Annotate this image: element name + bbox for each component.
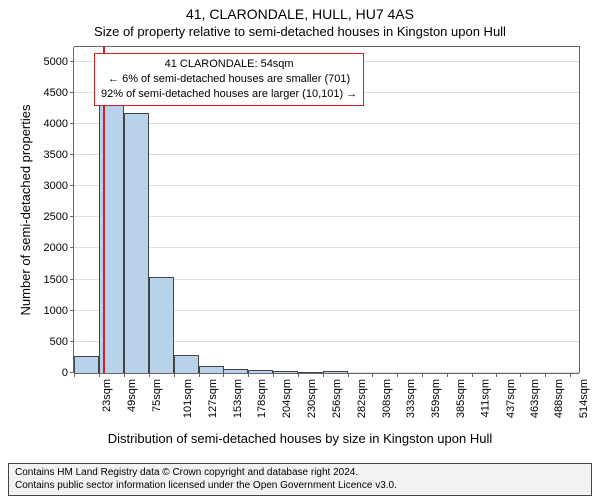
histogram-bar [149, 277, 174, 373]
histogram-bar [223, 369, 248, 373]
x-tick-label: 463sqm [530, 379, 542, 418]
y-tick-label: 0 [62, 367, 68, 379]
histogram-bar [323, 371, 348, 373]
x-tick-label: 204sqm [281, 379, 293, 418]
y-tick-label: 500 [50, 336, 68, 348]
x-tick-label: 230sqm [306, 379, 318, 418]
y-tick-label: 1000 [44, 305, 68, 317]
x-tick-label: 178sqm [256, 379, 268, 418]
histogram-bar [124, 113, 149, 373]
x-tick-label: 127sqm [207, 379, 219, 418]
histogram-bar [298, 372, 323, 373]
y-tick-label: 4500 [44, 87, 68, 99]
histogram-bar [199, 366, 224, 373]
x-tick-label: 23sqm [101, 379, 113, 412]
y-tick-label: 5000 [44, 56, 68, 68]
x-tick-label: 488sqm [554, 379, 566, 418]
histogram-bar [174, 355, 199, 373]
y-tick-label: 1500 [44, 274, 68, 286]
annotation-box: 41 CLARONDALE: 54sqm← 6% of semi-detache… [94, 53, 364, 106]
gridline [74, 372, 579, 373]
y-tick-label: 3500 [44, 149, 68, 161]
histogram-bar [74, 356, 99, 374]
x-tick-label: 514sqm [579, 379, 591, 418]
y-tick-label: 2000 [44, 242, 68, 254]
footer-line: Contains HM Land Registry data © Crown c… [15, 467, 585, 480]
x-axis-label: Distribution of semi-detached houses by … [0, 431, 600, 446]
y-tick-label: 4000 [44, 118, 68, 130]
chart-subtitle: Size of property relative to semi-detach… [0, 24, 600, 39]
plot-area: 0500100015002000250030003500400045005000… [74, 46, 580, 373]
property-size-chart: 41, CLARONDALE, HULL, HU7 4AS Size of pr… [0, 0, 600, 500]
x-tick-label: 256sqm [331, 379, 343, 418]
x-tick-label: 411sqm [479, 379, 491, 417]
x-tick-label: 385sqm [455, 379, 467, 418]
annotation-line: 92% of semi-detached houses are larger (… [101, 87, 357, 102]
x-tick-label: 308sqm [381, 379, 393, 418]
histogram-bar [273, 371, 298, 373]
gridline [74, 216, 579, 217]
gridline [74, 247, 579, 248]
annotation-line: 41 CLARONDALE: 54sqm [101, 57, 357, 72]
chart-title: 41, CLARONDALE, HULL, HU7 4AS [0, 6, 600, 22]
x-tick-label: 75sqm [151, 379, 163, 412]
x-tick-label: 49sqm [126, 379, 138, 412]
x-tick-label: 282sqm [356, 379, 368, 418]
gridline [74, 185, 579, 186]
attribution-footer: Contains HM Land Registry data © Crown c… [8, 463, 592, 496]
x-tick-label: 101sqm [182, 379, 194, 418]
annotation-line: ← 6% of semi-detached houses are smaller… [101, 72, 357, 87]
histogram-bar [248, 370, 273, 373]
x-tick-label: 437sqm [505, 379, 517, 418]
footer-line: Contains public sector information licen… [15, 480, 585, 493]
gridline [74, 154, 579, 155]
gridline [74, 123, 579, 124]
x-tick-label: 153sqm [232, 379, 244, 418]
x-tick-label: 359sqm [430, 379, 442, 418]
x-tick-label: 333sqm [405, 379, 417, 418]
y-tick-label: 2500 [44, 211, 68, 223]
y-tick-label: 3000 [44, 180, 68, 192]
y-axis-label: Number of semi-detached properties [18, 104, 33, 315]
